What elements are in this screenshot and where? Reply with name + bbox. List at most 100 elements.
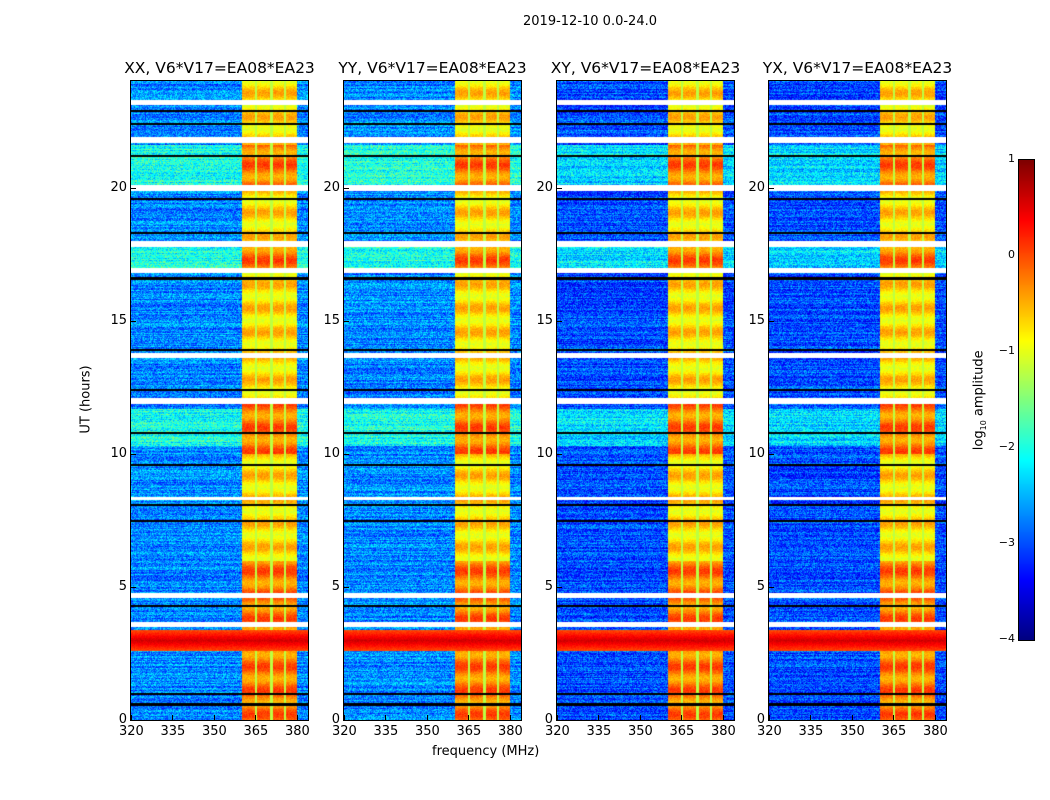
- x-tick-mark: [509, 715, 511, 720]
- y-tick-mark: [557, 187, 562, 189]
- x-tick-label: 365: [669, 724, 695, 739]
- x-tick-label: 350: [839, 724, 865, 739]
- y-tick-label: 10: [748, 445, 765, 461]
- y-tick-label: 5: [331, 578, 340, 594]
- y-tick-mark: [769, 320, 774, 322]
- y-tick-mark: [557, 453, 562, 455]
- y-tick-mark: [344, 320, 349, 322]
- x-tick-label: 365: [243, 724, 269, 739]
- x-tick-label: 365: [881, 724, 907, 739]
- x-tick-mark: [557, 715, 558, 720]
- y-tick-label: 0: [756, 712, 765, 727]
- x-tick-label: 320: [545, 724, 570, 739]
- x-tick-label: 350: [627, 724, 653, 739]
- panel-title: XY, V6*V17=EA08*EA23: [550, 59, 741, 77]
- y-tick-mark: [557, 720, 562, 721]
- x-tick-label: 335: [586, 724, 612, 739]
- y-tick-mark: [131, 720, 136, 721]
- colorbar-tick-label: −3: [998, 536, 1015, 549]
- x-tick-mark: [893, 715, 895, 720]
- y-tick-label: 15: [748, 312, 765, 328]
- y-tick-label: 15: [110, 312, 127, 328]
- x-tick-mark: [172, 715, 174, 720]
- y-tick-label: 10: [536, 445, 553, 461]
- y-tick-mark: [131, 187, 136, 189]
- y-tick-label: 5: [118, 578, 127, 594]
- y-tick-label: 10: [110, 445, 127, 461]
- x-tick-label: 380: [284, 724, 310, 739]
- x-tick-label: 365: [456, 724, 482, 739]
- x-tick-label: 320: [332, 724, 357, 739]
- colorbar-label: log10 amplitude: [971, 350, 989, 451]
- x-tick-mark: [598, 715, 600, 720]
- x-tick-mark: [385, 715, 387, 720]
- x-tick-label: 350: [201, 724, 227, 739]
- x-tick-label: 320: [119, 724, 144, 739]
- x-tick-label: 380: [497, 724, 523, 739]
- y-tick-mark: [344, 453, 349, 455]
- y-tick-mark: [344, 187, 349, 189]
- y-tick-label: 0: [118, 712, 127, 727]
- panel-title: YY, V6*V17=EA08*EA23: [338, 59, 527, 77]
- y-axis-label: UT (hours): [78, 365, 94, 434]
- x-tick-mark: [213, 715, 215, 720]
- heatmap-image: [557, 81, 734, 720]
- panel-title: YX, V6*V17=EA08*EA23: [762, 59, 953, 77]
- y-tick-mark: [344, 720, 349, 721]
- x-tick-mark: [468, 715, 470, 720]
- colorbar-tick-label: −4: [998, 632, 1015, 645]
- panel-title: XX, V6*V17=EA08*EA23: [124, 59, 315, 77]
- colorbar-tick-label: 1: [1008, 152, 1015, 165]
- y-tick-label: 0: [331, 712, 340, 727]
- y-tick-mark: [557, 320, 562, 322]
- y-tick-label: 20: [110, 179, 127, 195]
- x-tick-mark: [344, 715, 345, 720]
- y-tick-label: 20: [323, 179, 340, 195]
- heatmap-panel-yy: [343, 80, 522, 721]
- y-tick-mark: [131, 586, 136, 588]
- y-tick-label: 10: [323, 445, 340, 461]
- heatmap-image: [769, 81, 946, 720]
- x-tick-mark: [255, 715, 257, 720]
- y-tick-label: 5: [544, 578, 553, 594]
- x-tick-label: 350: [414, 724, 440, 739]
- y-tick-label: 20: [536, 179, 553, 195]
- colorbar-gradient: [1019, 160, 1034, 640]
- x-tick-mark: [639, 715, 641, 720]
- y-tick-label: 15: [323, 312, 340, 328]
- x-tick-label: 335: [798, 724, 824, 739]
- x-tick-mark: [934, 715, 936, 720]
- y-tick-mark: [769, 720, 774, 721]
- y-tick-mark: [769, 586, 774, 588]
- x-tick-label: 380: [922, 724, 948, 739]
- y-tick-mark: [769, 453, 774, 455]
- x-tick-label: 380: [710, 724, 736, 739]
- colorbar-tick-label: −2: [998, 440, 1015, 453]
- colorbar: [1018, 159, 1035, 641]
- heatmap-panel-xx: [130, 80, 309, 721]
- x-tick-mark: [426, 715, 428, 720]
- y-tick-mark: [344, 586, 349, 588]
- y-tick-label: 15: [536, 312, 553, 328]
- y-tick-mark: [557, 586, 562, 588]
- x-tick-label: 320: [757, 724, 782, 739]
- x-tick-label: 335: [373, 724, 399, 739]
- heatmap-panel-yx: [768, 80, 947, 721]
- heatmap-panel-xy: [556, 80, 735, 721]
- colorbar-tick-label: 0: [1008, 248, 1015, 261]
- y-tick-label: 5: [756, 578, 765, 594]
- x-axis-label: frequency (MHz): [432, 744, 540, 759]
- y-tick-mark: [131, 453, 136, 455]
- y-tick-mark: [769, 187, 774, 189]
- x-tick-mark: [722, 715, 724, 720]
- heatmap-image: [131, 81, 308, 720]
- x-tick-label: 335: [160, 724, 186, 739]
- heatmap-image: [344, 81, 521, 720]
- x-tick-mark: [851, 715, 853, 720]
- colorbar-tick-label: −1: [998, 344, 1015, 357]
- y-tick-label: 0: [544, 712, 553, 727]
- figure-title: 2019-12-10 0.0-24.0: [523, 14, 657, 29]
- x-tick-mark: [296, 715, 298, 720]
- x-tick-mark: [681, 715, 683, 720]
